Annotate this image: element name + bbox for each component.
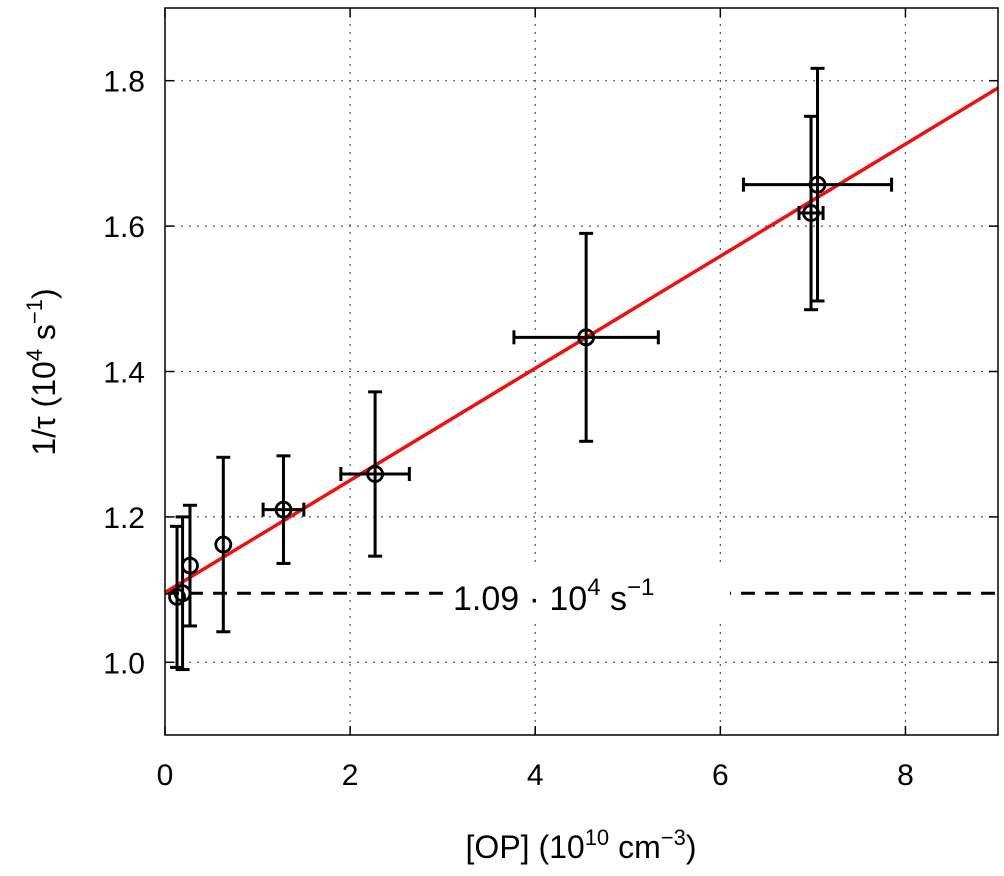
y-axis-label: 1/τ (104 s−1)	[22, 288, 62, 455]
baseline-label: 1.09 · 104 s−1	[453, 574, 654, 618]
y-tick-label: 1.4	[103, 357, 145, 390]
point-marker	[181, 556, 199, 575]
point-marker	[274, 500, 293, 519]
x-tick-label: 0	[157, 759, 174, 792]
grid	[165, 8, 998, 735]
y-tick-label: 1.2	[103, 502, 145, 535]
data-point	[741, 66, 894, 303]
point-marker	[214, 535, 233, 554]
data-point	[173, 515, 192, 672]
point-marker	[808, 175, 827, 194]
x-tick-label: 8	[897, 759, 914, 792]
y-tick-label: 1.6	[103, 211, 145, 244]
baseline-label-background	[447, 568, 730, 620]
data-point	[181, 503, 199, 628]
data-point	[261, 454, 306, 565]
baseline-label-group: 1.09 · 104 s−1	[447, 568, 730, 620]
ticks	[164, 8, 998, 735]
x-tick-label: 4	[527, 759, 544, 792]
data-point	[214, 455, 233, 634]
point-marker	[366, 465, 385, 483]
data-points	[168, 66, 894, 672]
x-axis-label: [OP] (1010 cm−3)	[466, 825, 697, 865]
point-marker	[577, 328, 596, 347]
x-tick-label: 6	[712, 759, 729, 792]
y-tick-label: 1.0	[103, 647, 145, 680]
x-tick-label: 2	[342, 759, 359, 792]
data-point	[339, 390, 411, 558]
tick-labels: 0 2 4 6 8 1.0 1.2 1.4 1.6 1.8	[103, 66, 914, 792]
y-tick-label: 1.8	[103, 66, 145, 99]
data-point	[797, 114, 825, 312]
data-point	[512, 231, 660, 443]
